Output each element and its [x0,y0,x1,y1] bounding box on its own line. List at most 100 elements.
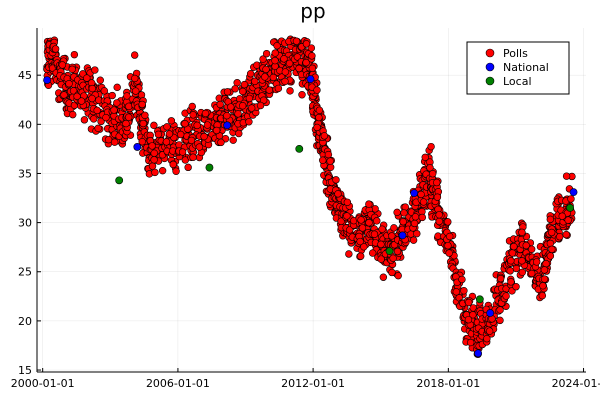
polls-point [320,132,329,140]
polls-point [540,275,549,283]
y-tick-label: 35 [18,167,32,180]
polls-point [265,86,273,94]
polls-point [393,247,402,256]
polls-point [507,257,515,265]
polls-point [308,64,317,73]
polls-point [332,176,340,184]
y-tick-label: 25 [18,266,32,279]
polls-point [307,44,316,52]
axes [36,28,586,373]
polls-point [429,170,437,178]
polls-point [90,115,98,123]
grid-lines [37,28,586,372]
polls-point [469,311,477,319]
polls-point [201,109,210,118]
national-point [410,189,419,198]
polls-point [417,190,425,199]
polls-point [223,88,232,96]
polls-point [216,100,224,109]
polls-point [246,70,255,78]
polls-point [60,91,68,99]
polls-point [113,99,121,107]
polls-point [113,83,121,92]
polls-point [162,138,171,146]
polls-point [240,80,249,89]
polls-point [70,50,79,59]
data-points [43,35,578,358]
polls-point [427,142,435,151]
polls-point [178,148,187,156]
polls-point [132,87,140,95]
polls-point [108,91,116,100]
polls-point [187,136,196,145]
polls-point [281,77,289,86]
polls-point [235,129,243,138]
polls-point [313,123,321,132]
polls-point [217,138,225,147]
polls-point [564,216,572,224]
polls-point [163,123,171,131]
polls-point [522,241,530,250]
polls-point [444,218,452,226]
polls-point [377,240,385,249]
polls-point [343,198,352,206]
polls-point [227,103,235,111]
polls-point [435,217,443,226]
polls-point [567,195,575,203]
polls-point [69,110,77,119]
polls-point [302,40,311,48]
national-point [133,143,142,151]
polls-point [138,138,146,146]
polls-point [360,243,368,251]
polls-point [274,84,283,93]
polls-point [324,150,333,159]
polls-point [281,68,290,76]
polls-point [378,225,386,233]
polls-point [421,153,429,161]
legend-label: Local [503,75,532,88]
polls-point [130,51,139,59]
polls-point [400,209,408,217]
polls-point [189,111,197,119]
polls-point [528,269,536,278]
polls-point [148,162,157,170]
polls-point [172,167,180,175]
polls-point [88,94,96,103]
x-tick-label: 2024-01-01 [552,377,600,390]
polls-point [527,245,536,253]
polls-point [138,100,146,109]
polls-point [399,218,407,226]
local-point [205,163,214,172]
y-tick-label: 40 [18,118,32,131]
polls-point [150,121,158,130]
polls-point [337,217,345,225]
polls-point [452,288,461,296]
polls-point [93,106,101,115]
polls-point [496,316,504,325]
polls-point [512,264,520,273]
polls-point [286,87,294,95]
x-tick-label: 2000-01-01 [11,377,75,390]
polls-point [285,59,294,68]
legend-label: National [503,61,549,74]
polls-point [292,37,301,45]
polls-point [65,79,73,88]
polls-point [251,77,259,86]
polls-point [538,291,547,300]
local-point [115,176,124,185]
polls-point [518,257,526,265]
polls-point [393,208,401,217]
polls-point [548,245,556,254]
polls-point [298,91,306,99]
polls-point [51,45,60,53]
polls-point [418,213,427,222]
polls-point [100,87,109,95]
polls-point [483,335,491,343]
polls-point [562,230,570,239]
polls-point [58,61,67,69]
polls-point [458,275,466,284]
polls-point [315,113,323,122]
polls-point [518,268,527,276]
polls-point [295,64,303,73]
